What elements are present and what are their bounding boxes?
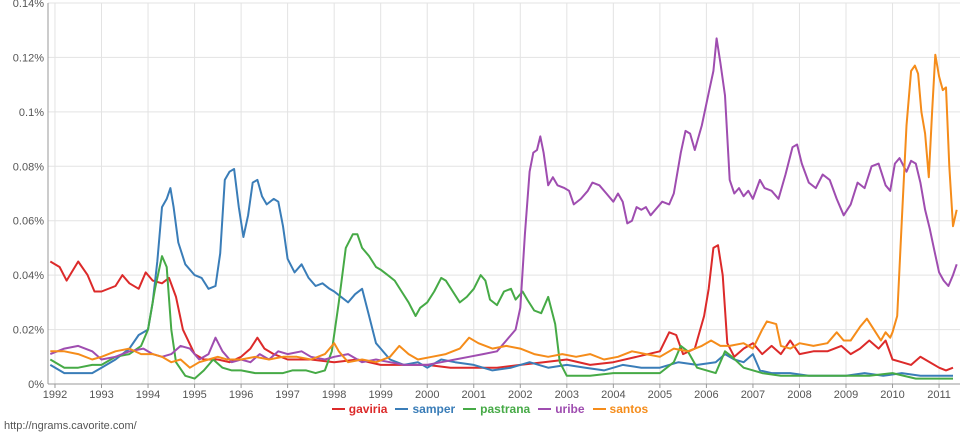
x-tick-label: 2000 — [415, 389, 439, 401]
legend-item-santos: santos — [592, 402, 649, 416]
x-tick-label: 2005 — [648, 389, 672, 401]
legend-swatch — [463, 407, 477, 410]
y-tick-label: 0% — [28, 379, 44, 391]
legend-swatch — [592, 407, 606, 410]
x-tick-label: 2007 — [741, 389, 765, 401]
legend-swatch — [395, 407, 409, 410]
legend-label: santos — [609, 402, 649, 416]
credit-link[interactable]: http://ngrams.cavorite.com/ — [4, 420, 137, 432]
x-tick-label: 2008 — [787, 389, 811, 401]
x-tick-label: 2004 — [601, 389, 625, 401]
x-tick-label: 2001 — [462, 389, 486, 401]
x-tick-label: 2010 — [880, 389, 904, 401]
y-tick-label: 0.04% — [13, 270, 44, 282]
x-tick-label: 2009 — [834, 389, 858, 401]
legend-item-pastrana: pastrana — [463, 402, 530, 416]
grid — [48, 2, 960, 385]
x-tick-label: 1996 — [229, 389, 253, 401]
x-tick-label: 1992 — [43, 389, 67, 401]
y-tick-label: 0.08% — [13, 161, 44, 173]
y-tick-label: 0.06% — [13, 216, 44, 228]
x-tick-label: 1995 — [182, 389, 206, 401]
legend: gaviria samper pastrana uribe santos — [0, 402, 980, 416]
legend-item-uribe: uribe — [538, 402, 585, 416]
series-line-pastrana — [49, 233, 953, 380]
x-tick-label: 2011 — [927, 389, 951, 401]
legend-item-gaviria: gaviria — [331, 402, 388, 416]
x-tick-label: 2002 — [508, 389, 532, 401]
legend-swatch — [538, 407, 552, 410]
x-tick-label: 1994 — [136, 389, 160, 401]
x-tick-label: 2003 — [555, 389, 579, 401]
legend-label: uribe — [555, 402, 585, 416]
series-line-santos — [50, 53, 958, 369]
x-tick-label: 1993 — [89, 389, 113, 401]
legend-label: gaviria — [348, 402, 388, 416]
x-tick-label: 1997 — [275, 389, 299, 401]
x-tick-label: 1998 — [322, 389, 346, 401]
series-lines — [49, 37, 958, 380]
series-line-gaviria — [49, 244, 954, 372]
x-tick-label: 2006 — [694, 389, 718, 401]
y-tick-label: 0.12% — [13, 52, 44, 64]
y-tick-label: 0.1% — [19, 107, 44, 119]
y-tick-label: 0.14% — [13, 0, 44, 10]
y-tick-label: 0.02% — [13, 325, 44, 337]
legend-item-samper: samper — [395, 402, 455, 416]
axes: 1992 1993 1994 1995 1996 1997 1998 1999 2000 2001… — [13, 0, 960, 401]
legend-label: samper — [412, 402, 456, 416]
legend-label: pastrana — [480, 402, 531, 416]
series-line-uribe — [49, 37, 958, 366]
legend-swatch — [331, 407, 345, 410]
x-tick-label: 1999 — [368, 389, 392, 401]
